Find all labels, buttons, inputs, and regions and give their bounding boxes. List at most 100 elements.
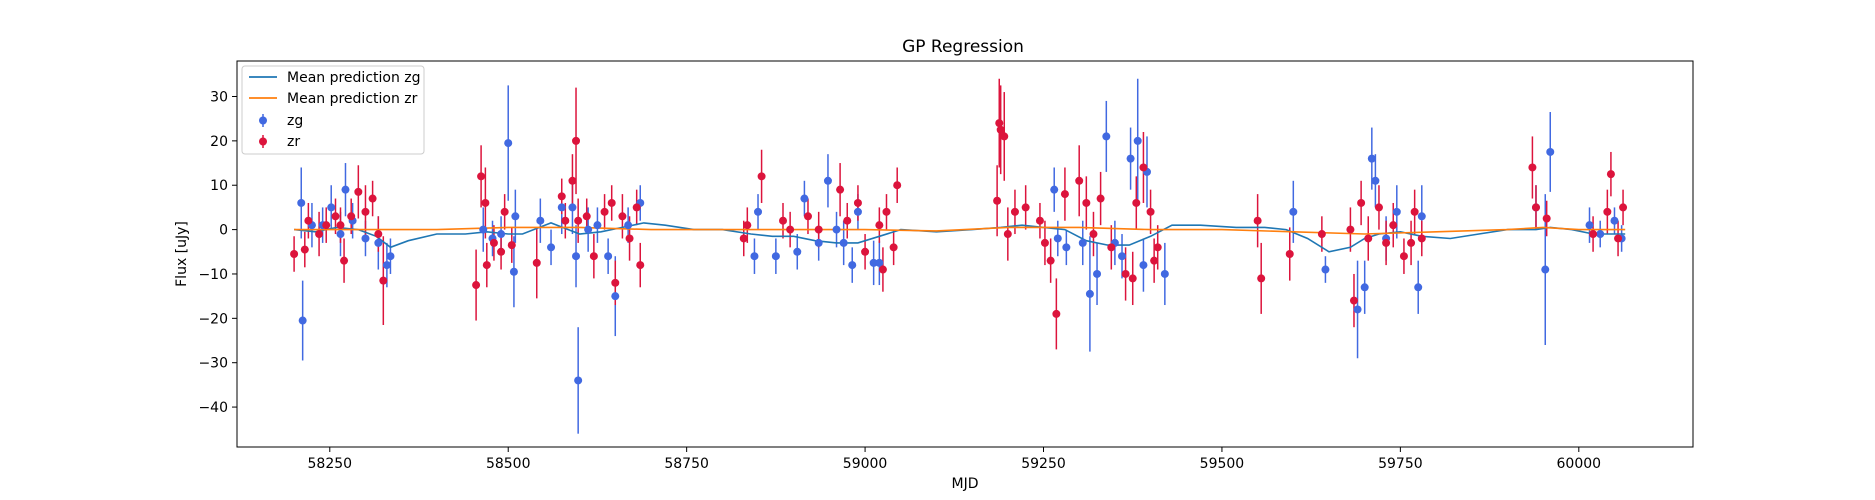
data-point <box>341 185 350 194</box>
data-point <box>374 238 383 247</box>
data-point <box>589 252 598 261</box>
y-tick-label: 30 <box>210 89 228 105</box>
data-point <box>803 212 812 221</box>
data-point <box>1040 238 1049 247</box>
data-point <box>1150 256 1159 265</box>
data-point <box>632 203 641 212</box>
data-point <box>315 230 324 239</box>
data-point <box>489 238 498 247</box>
data-point <box>814 238 823 247</box>
data-point <box>1082 198 1091 207</box>
data-point <box>1107 243 1116 252</box>
legend-swatch-zr <box>259 137 267 146</box>
data-point <box>1541 265 1550 274</box>
data-point <box>611 278 620 287</box>
y-tick-label: −10 <box>198 267 228 283</box>
data-point <box>1410 207 1419 216</box>
data-point <box>1093 269 1102 278</box>
data-point <box>1353 305 1362 314</box>
data-point <box>509 267 518 276</box>
x-tick-label: 58500 <box>486 456 531 472</box>
chart-title: GP Regression <box>902 37 1024 57</box>
data-point <box>477 172 486 181</box>
data-point <box>327 203 336 212</box>
data-point <box>297 198 306 207</box>
data-point <box>290 250 299 258</box>
data-point <box>1619 203 1628 212</box>
data-point <box>379 276 388 285</box>
data-point <box>800 194 809 203</box>
data-point <box>479 225 488 234</box>
data-point <box>1392 207 1401 216</box>
data-point <box>1414 283 1423 292</box>
data-point <box>875 258 884 267</box>
data-point <box>786 225 795 234</box>
data-point <box>547 243 556 252</box>
data-point <box>386 252 395 261</box>
data-point <box>1046 256 1055 265</box>
data-point <box>1285 250 1294 258</box>
data-point <box>1367 154 1376 163</box>
data-point <box>1528 163 1537 172</box>
data-point <box>1096 194 1105 203</box>
data-point <box>1417 234 1426 243</box>
data-point <box>336 230 345 239</box>
data-point <box>1078 238 1087 247</box>
data-point <box>993 196 1002 205</box>
data-point <box>889 243 898 252</box>
data-point <box>1374 203 1383 212</box>
x-tick-label: 59750 <box>1378 456 1423 472</box>
markers-zr <box>290 119 1628 318</box>
data-point <box>1003 230 1012 239</box>
y-tick-label: 0 <box>219 223 228 239</box>
data-point <box>331 212 340 221</box>
data-point <box>298 316 307 325</box>
data-point <box>875 221 884 230</box>
legend-label-mean-zr: Mean prediction zr <box>287 91 418 107</box>
data-point <box>472 281 481 290</box>
data-point <box>882 207 891 216</box>
y-tick-label: −30 <box>198 356 228 372</box>
data-point <box>368 194 377 203</box>
data-point <box>361 207 370 216</box>
data-point <box>1357 198 1366 207</box>
data-point <box>1389 221 1398 230</box>
data-point <box>500 207 509 216</box>
data-point <box>557 192 566 201</box>
data-point <box>1010 207 1019 216</box>
data-point <box>1132 198 1141 207</box>
data-point <box>832 225 841 234</box>
data-point <box>482 261 491 270</box>
data-point <box>582 212 591 221</box>
data-point <box>1089 230 1098 239</box>
data-point <box>511 212 520 221</box>
data-point <box>1349 296 1358 305</box>
data-point <box>793 247 802 256</box>
data-point <box>853 207 862 216</box>
data-point <box>1060 190 1069 199</box>
data-point <box>1585 221 1594 230</box>
data-point <box>869 258 878 267</box>
data-point <box>1160 269 1169 278</box>
data-point <box>361 234 370 243</box>
data-point <box>1289 207 1298 216</box>
data-point <box>300 245 309 254</box>
data-point <box>1614 234 1623 243</box>
data-point <box>618 212 627 221</box>
data-point <box>1253 216 1262 225</box>
data-point <box>1346 225 1355 234</box>
data-point <box>1531 203 1540 212</box>
data-point <box>1126 154 1135 163</box>
data-point <box>1542 214 1551 223</box>
data-point <box>532 258 541 267</box>
data-point <box>1121 269 1130 278</box>
data-point <box>1021 203 1030 212</box>
legend-box <box>241 65 425 155</box>
legend-label-zg: zg <box>287 113 303 129</box>
data-point <box>497 247 506 256</box>
data-point <box>1000 132 1009 141</box>
data-point <box>823 176 832 185</box>
data-point <box>1603 207 1612 216</box>
legend-label-zr: zr <box>287 134 300 150</box>
